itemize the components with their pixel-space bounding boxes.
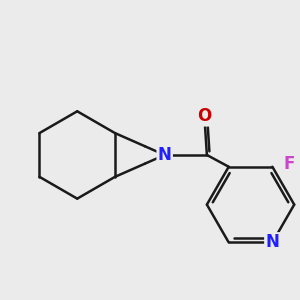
Text: N: N xyxy=(266,233,279,251)
Text: F: F xyxy=(283,155,295,173)
Text: O: O xyxy=(197,107,212,125)
Text: N: N xyxy=(158,146,172,164)
